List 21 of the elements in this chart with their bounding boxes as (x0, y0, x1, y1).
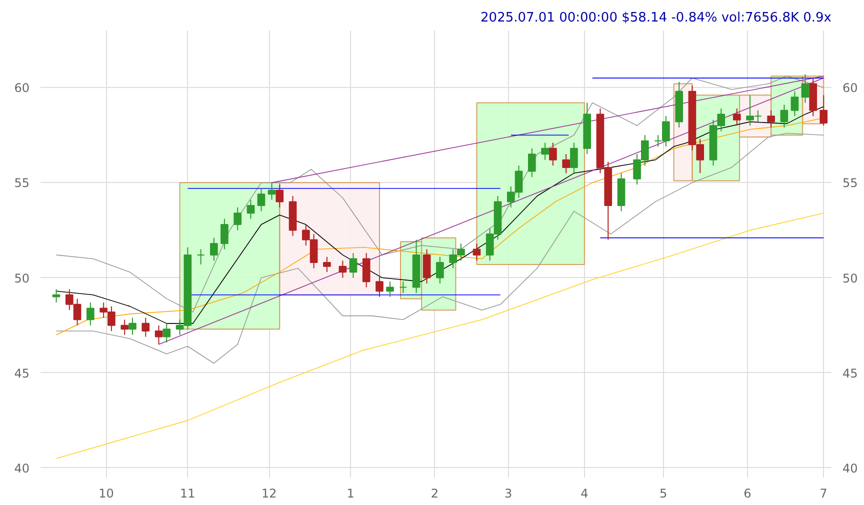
y-tick-label: 45 (14, 366, 30, 380)
y-tick-label: 55 (14, 176, 30, 190)
y2-tick-label: 50 (842, 271, 858, 286)
x-tick-label: 6 (744, 486, 752, 500)
y2-tick-label: 45 (842, 366, 858, 380)
y2-tick-label: 40 (842, 461, 858, 476)
y-tick-label: 40 (14, 461, 30, 476)
x-tick-label: 5 (659, 486, 668, 500)
x-tick-label: 10 (98, 486, 114, 500)
x-tick-label: 1 (346, 486, 354, 500)
chart-title: 2025.07.01 00:00:00 $58.14 -0.84% vol:7656.8K 0.9x (480, 10, 832, 26)
x-tick-label: 11 (180, 486, 196, 500)
x-tick-label: 2 (430, 486, 439, 500)
x-tick-label: 7 (820, 486, 828, 500)
x-tick-label: 4 (580, 486, 588, 500)
x-tick-label: 3 (504, 486, 512, 500)
y2-tick-label: 55 (842, 176, 858, 190)
y-tick-label: 50 (14, 271, 30, 286)
y2-tick-label: 60 (842, 81, 858, 96)
y-tick-label: 60 (14, 81, 30, 96)
x-tick-label: 12 (261, 486, 277, 500)
